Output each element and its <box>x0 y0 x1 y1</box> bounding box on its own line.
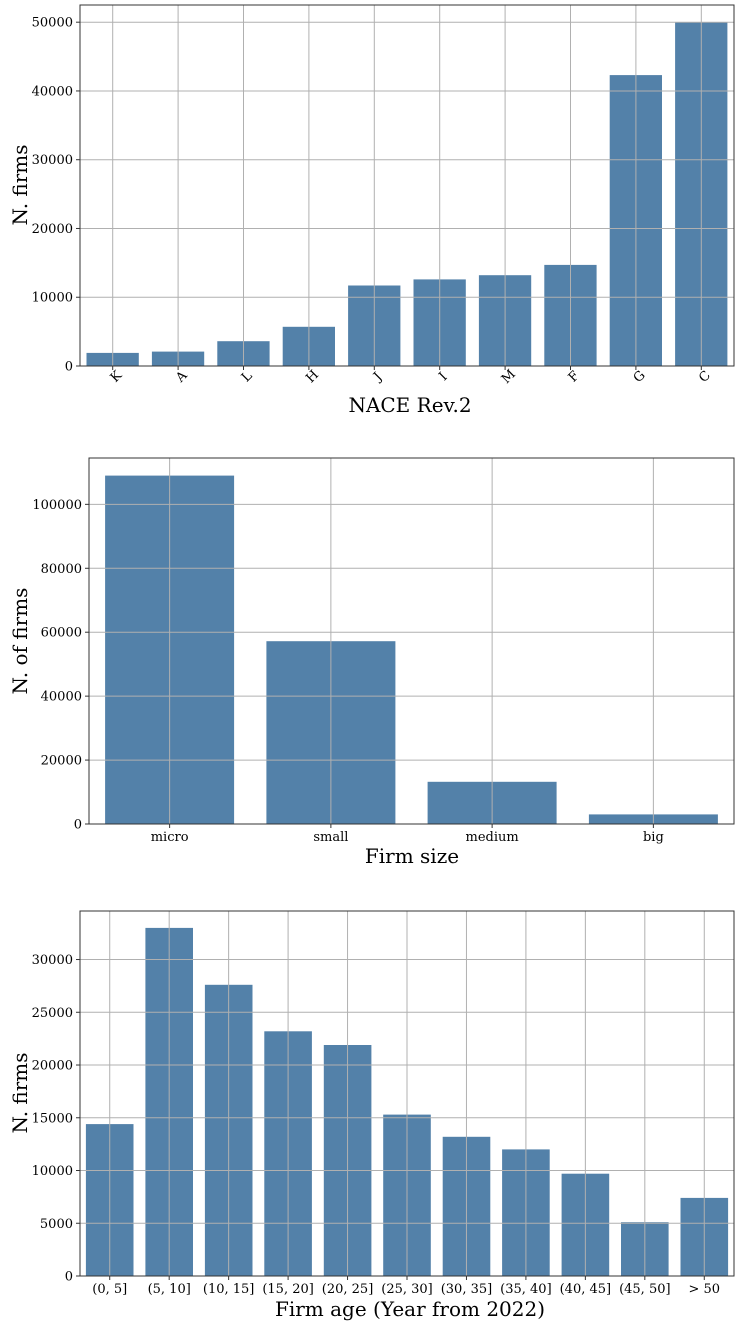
x-tick-label: (30, 35] <box>441 1282 493 1297</box>
x-tick-label: micro <box>151 830 189 845</box>
x-tick-label: (15, 20] <box>262 1282 314 1297</box>
x-tick-label: J <box>370 370 386 386</box>
y-tick-label: 40000 <box>32 84 73 99</box>
firm-age-bar-chart: N. firms Firm age (Year from 2022) 0 5000… <box>8 910 735 1321</box>
y-tick-label: 20000 <box>41 754 82 769</box>
x-tick-label: L <box>239 368 256 385</box>
y-tick-label: 20000 <box>32 222 73 237</box>
y-tick-label: 30000 <box>32 953 73 968</box>
y-tick-label: 100000 <box>32 498 82 513</box>
y-tick-label: 40000 <box>41 690 82 705</box>
x-axis-title: Firm age (Year from 2022) <box>275 1297 545 1321</box>
x-tick-label: (0, 5] <box>92 1282 127 1297</box>
x-tick-label: medium <box>466 830 519 845</box>
x-tick-label: G <box>631 368 649 386</box>
y-tick-label: 10000 <box>32 291 73 306</box>
y-axis-title: N. of firms <box>8 588 32 695</box>
plot-frame <box>79 910 735 1277</box>
x-tick-label: C <box>696 368 714 386</box>
x-tick-label: H <box>303 368 322 387</box>
x-tick-label: (10, 15] <box>203 1282 255 1297</box>
y-tick-label: 10000 <box>32 1164 73 1179</box>
x-tick-label: F <box>566 368 583 385</box>
y-tick-label: 30000 <box>32 153 73 168</box>
plot-frame <box>79 4 735 367</box>
y-tick-label: 25000 <box>32 1006 73 1021</box>
x-tick-label: (25, 30] <box>381 1282 433 1297</box>
x-tick-label: (35, 40] <box>500 1282 552 1297</box>
x-tick-label: M <box>499 367 519 387</box>
x-tick-label: A <box>173 368 191 386</box>
y-tick-label: 50000 <box>32 16 73 31</box>
nace-chart: N. firms NACE Rev.2 0 10000 20000 30000 4000… <box>0 0 735 430</box>
y-tick-label: 0 <box>65 360 73 375</box>
x-tick-label: (20, 25] <box>322 1282 374 1297</box>
y-tick-label: 60000 <box>41 626 82 641</box>
x-tick-label: (45, 50] <box>619 1282 671 1297</box>
y-tick-label: 0 <box>65 1270 73 1285</box>
x-tick-label: small <box>313 830 348 845</box>
x-tick-label: big <box>643 830 664 845</box>
y-tick-label: 5000 <box>40 1217 73 1232</box>
x-axis-title: Firm size <box>365 844 459 868</box>
y-tick-label: 0 <box>74 818 82 833</box>
x-tick-label: > 50 <box>688 1282 720 1297</box>
firm-age-chart: N. firms Firm age (Year from 2022) 0 5000… <box>0 900 735 1323</box>
x-tick-label: K <box>108 368 126 386</box>
y-axis-title: N. firms <box>8 144 32 225</box>
firm-size-bar-chart: N. of firms Firm size 0 20000 40000 60000 80… <box>8 457 735 868</box>
y-tick-label: 20000 <box>32 1059 73 1074</box>
x-axis-title: NACE Rev.2 <box>348 393 471 417</box>
plot-frame <box>88 457 735 825</box>
firm-size-chart: N. of firms Firm size 0 20000 40000 60000 80… <box>0 440 735 880</box>
nace-bar-chart: N. firms NACE Rev.2 0 10000 20000 30000 4000… <box>8 4 735 417</box>
x-tick-label: (5, 10] <box>148 1282 191 1297</box>
y-tick-label: 15000 <box>32 1111 73 1126</box>
y-axis-title: N. firms <box>8 1052 32 1133</box>
y-tick-label: 80000 <box>41 562 82 577</box>
x-tick-label: (40, 45] <box>560 1282 612 1297</box>
x-tick-label: I <box>436 370 450 384</box>
